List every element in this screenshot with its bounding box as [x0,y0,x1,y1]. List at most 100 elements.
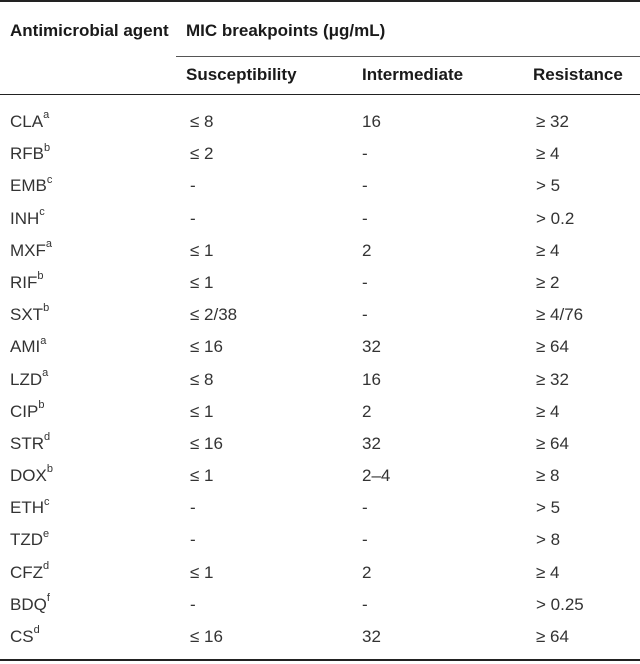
resistance-cell: ≥ 64 [536,627,569,646]
agent-cell: CSd [10,624,40,647]
agent-name: CS [10,627,34,646]
agent-cell: STRd [10,431,51,454]
resistance-cell: ≥ 64 [536,433,569,453]
table-row: ETHc - - > 5 [0,492,640,524]
agent-cell: LZDa [10,366,49,390]
intermediate-cell: - [362,208,368,228]
susceptibility-cell: ≤ 2/38 [190,305,238,325]
agent-footnote-marker: d [44,431,51,444]
table-row: CSd ≤ 16 32 ≥ 64 [0,621,640,653]
agent-name: SXT [10,305,44,325]
resistance-cell: > 0.25 [536,594,584,614]
intermediate-cell: - [362,530,368,550]
intermediate-cell: - [362,176,368,196]
header-intermediate: Intermediate [362,65,464,84]
intermediate-cell: 32 [362,433,381,453]
agent-footnote-marker: b [43,302,50,315]
table-row: CLAa ≤ 8 16 ≥ 32 [0,106,640,138]
agent-footnote-marker: f [46,592,50,605]
susceptibility-cell: ≤ 1 [190,562,214,582]
header-antimicrobial-agent: Antimicrobial agent [10,21,169,40]
agent-name: CFZ [10,562,44,582]
table-row: INHc - - > 0.2 [0,203,640,235]
susceptibility-cell: ≤ 1 [190,272,214,292]
intermediate-cell: 16 [362,369,381,389]
agent-name: CLA [10,112,44,131]
agent-name: RFB [10,144,44,164]
intermediate-cell: - [362,305,368,325]
header-susceptibility: Susceptibility [186,65,297,84]
table-row: TZDe - - > 8 [0,524,640,556]
header-mic-breakpoints: MIC breakpoints (μg/mL) [186,21,386,40]
susceptibility-cell: - [190,530,196,550]
resistance-cell: ≥ 4 [536,401,560,421]
agent-cell: AMIa [10,335,46,357]
resistance-cell: > 5 [536,176,561,196]
agent-footnote-marker: b [38,399,45,412]
agent-name: EMB [10,176,47,196]
intermediate-cell: 2 [362,240,372,260]
agent-name: AMI [10,337,41,357]
agent-footnote-marker: c [39,205,45,218]
header-resistance: Resistance [533,65,623,84]
susceptibility-cell: ≤ 16 [190,627,223,646]
table-row: SXTb ≤ 2/38 - ≥ 4/76 [0,299,640,331]
resistance-cell: ≥ 64 [536,337,569,357]
agent-cell: RIFb [10,271,44,293]
susceptibility-cell: ≤ 16 [190,337,223,357]
agent-footnote-marker: e [43,527,50,540]
agent-footnote-marker: a [42,366,49,379]
susceptibility-cell: - [190,594,196,614]
agent-cell: MXFa [10,238,53,261]
table-row: CIPb ≤ 1 2 ≥ 4 [0,396,640,428]
table-row: RFBb ≤ 2 - ≥ 4 [0,138,640,170]
intermediate-cell: - [362,272,368,292]
table-row: DOXb ≤ 1 2–4 ≥ 8 [0,460,640,492]
table-row: LZDa ≤ 8 16 ≥ 32 [0,364,640,396]
agent-name: RIF [10,272,38,292]
table-row: MXFa ≤ 1 2 ≥ 4 [0,235,640,267]
susceptibility-cell: ≤ 1 [190,240,214,260]
resistance-cell: > 0.2 [536,208,575,228]
agent-cell: CLAa [10,109,50,132]
intermediate-cell: 32 [362,627,381,646]
resistance-cell: ≥ 4 [536,240,560,260]
agent-cell: BDQf [10,592,50,615]
agent-cell: TZDe [10,527,50,550]
susceptibility-cell: ≤ 8 [190,369,214,389]
susceptibility-cell: - [190,208,196,228]
agent-name: ETH [10,498,44,518]
agent-footnote-marker: d [43,559,50,572]
resistance-cell: ≥ 2 [536,272,560,292]
intermediate-cell: 2 [362,562,372,582]
table-row: STRd ≤ 16 32 ≥ 64 [0,428,640,460]
resistance-cell: ≥ 4 [536,144,560,164]
table-row: BDQf - - > 0.25 [0,589,640,621]
susceptibility-cell: ≤ 16 [190,433,223,453]
susceptibility-cell: ≤ 8 [190,112,214,131]
table-top-rule [0,0,640,2]
agent-cell: DOXb [10,464,53,486]
resistance-cell: > 8 [536,530,561,550]
intermediate-cell: - [362,144,368,164]
agent-name: BDQ [10,594,47,614]
susceptibility-cell: - [190,176,196,196]
header-bottom-rule [0,94,640,95]
table-bottom-rule [0,659,640,661]
agent-footnote-marker: a [43,109,50,122]
agent-cell: EMBc [10,174,52,196]
agent-footnote-marker: b [44,141,51,154]
agent-name: TZD [10,530,44,550]
agent-cell: INHc [10,205,45,229]
agent-name: DOX [10,466,47,486]
table-row: CFZd ≤ 1 2 ≥ 4 [0,557,640,589]
resistance-cell: ≥ 4 [536,562,560,582]
agent-name: MXF [10,240,46,260]
agent-footnote-marker: d [33,624,40,637]
resistance-cell: ≥ 4/76 [536,305,584,325]
agent-name: STR [10,433,44,453]
agent-footnote-marker: c [44,495,50,508]
agent-name: LZD [10,369,43,389]
table-body: CLAa ≤ 8 16 ≥ 32 RFBb ≤ 2- ≥ 4 EMBc - - > 5 INHc - - >… [0,106,640,653]
agent-footnote-marker: a [45,238,53,251]
